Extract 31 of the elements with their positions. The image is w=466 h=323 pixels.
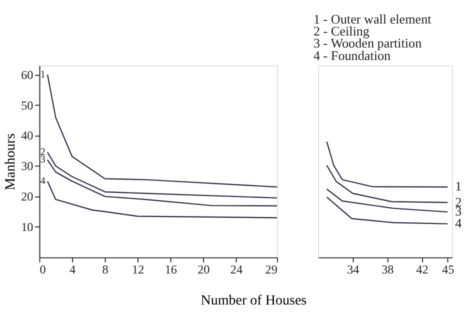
series-label: 1 (40, 69, 46, 80)
line-series (46, 74, 278, 188)
y-tick-label: 60 (21, 68, 34, 82)
y-tick-label: 10 (21, 220, 34, 234)
x-tick-label: 38 (382, 262, 394, 277)
x-tick-label: 16 (164, 262, 177, 277)
y-axis-title: Manhours (2, 133, 19, 190)
x-tick-label: 4 (70, 262, 76, 277)
y-tick-label: 30 (21, 159, 34, 174)
x-tick-label: 45 (442, 262, 454, 277)
x-tick-label: 0 (40, 262, 46, 277)
y-tick-label: 40 (21, 128, 34, 143)
line-series (46, 152, 278, 199)
line-series (46, 180, 278, 218)
x-tick-label: 34 (347, 262, 360, 277)
x-tick-label: 29 (265, 262, 278, 277)
y-tick-label: 20 (21, 190, 34, 204)
y-tick-label: 50 (21, 98, 34, 112)
x-tick-label: 24 (230, 262, 243, 277)
line-series (46, 159, 278, 206)
text: 1 - Outer wall element (313, 11, 432, 26)
x-tick-label: 42 (416, 262, 428, 277)
x-tick-label: 8 (102, 262, 108, 277)
series-label: 4 (455, 216, 462, 231)
text: 2 - Ceiling (313, 24, 370, 39)
series-label: 4 (40, 176, 46, 188)
x-axis-title: Number of Houses (200, 292, 307, 309)
series-label: 3 (40, 154, 46, 166)
x-tick-label: 12 (132, 262, 144, 277)
x-tick-label: 20 (198, 262, 210, 277)
series-label: 1 (455, 178, 462, 194)
